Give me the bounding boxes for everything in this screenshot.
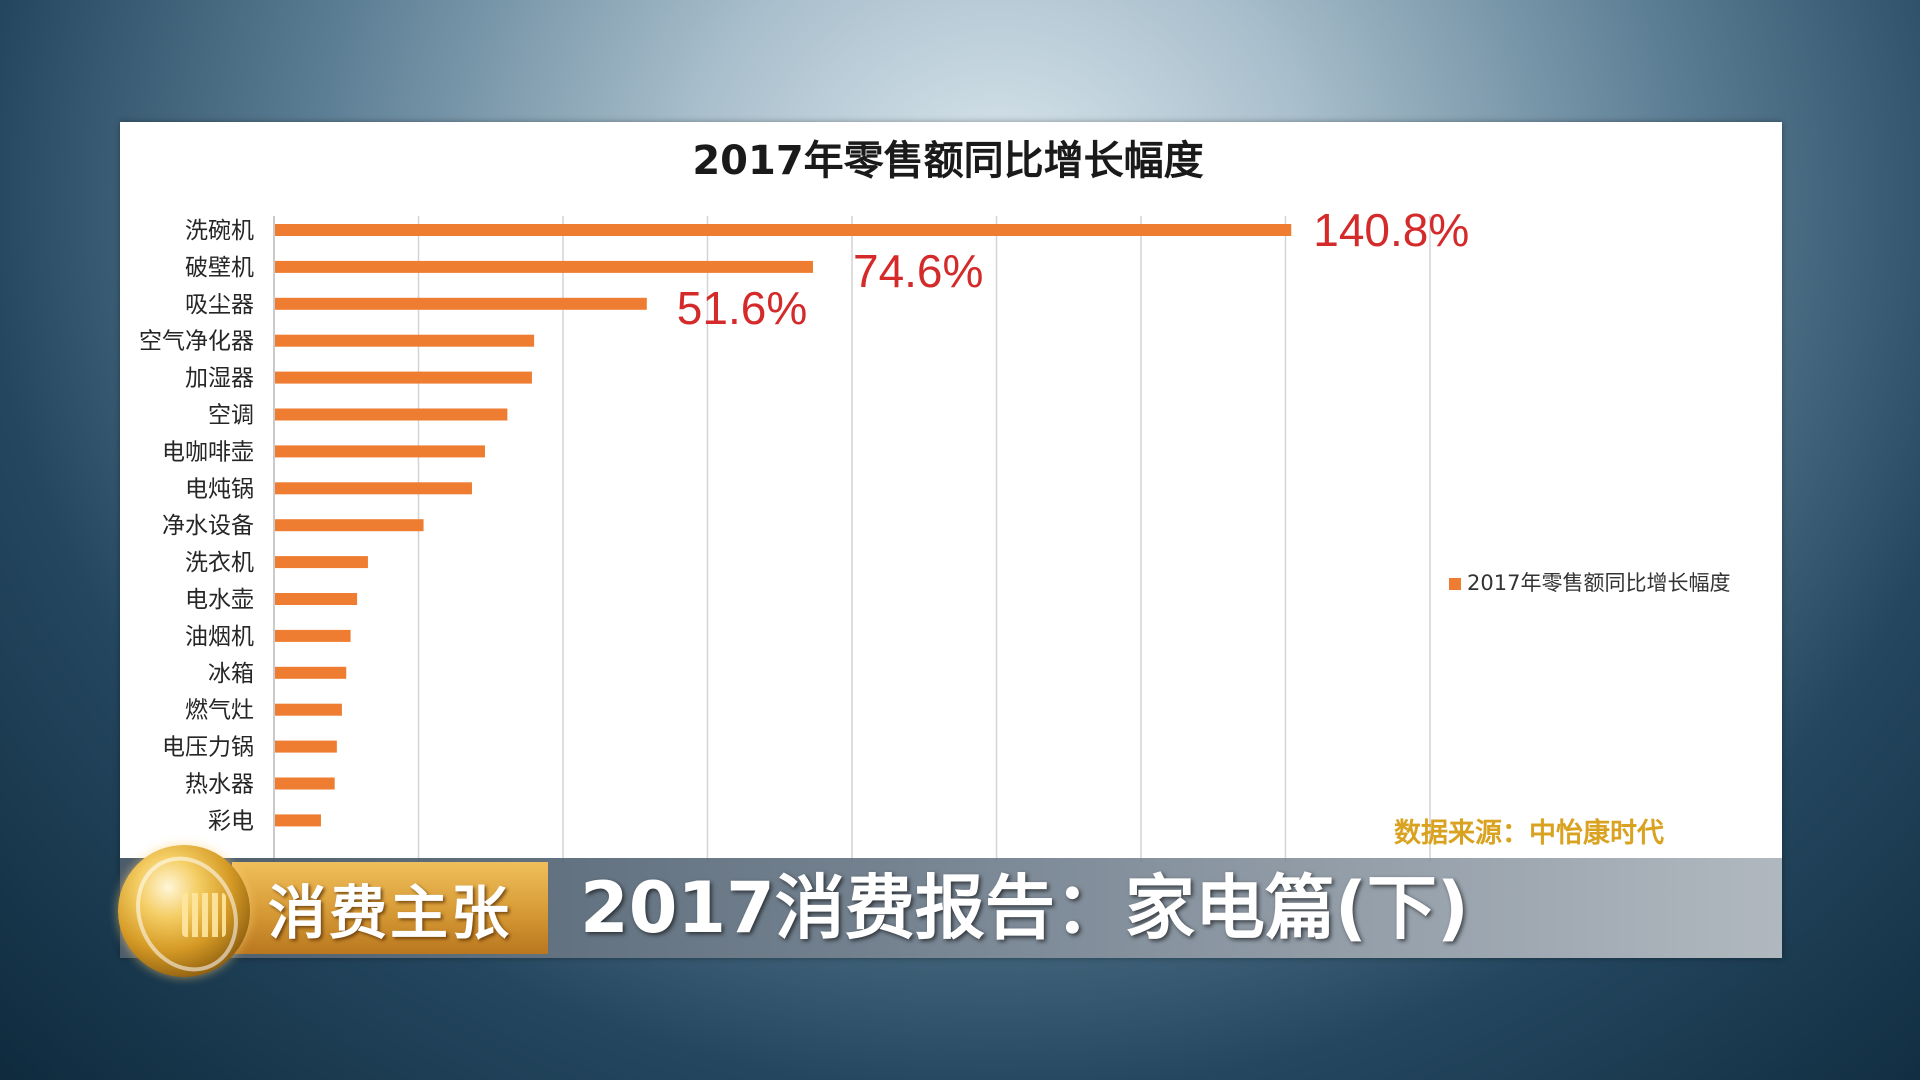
bar <box>275 814 321 827</box>
bar <box>275 482 472 495</box>
bar <box>275 260 813 273</box>
category-label: 电压力锅 <box>162 735 254 761</box>
category-label: 空气净化器 <box>139 329 254 355</box>
bar <box>275 556 368 569</box>
legend-label: 2017年零售额同比增长幅度 <box>1467 571 1730 595</box>
category-label: 热水器 <box>185 772 254 798</box>
bar <box>275 629 351 642</box>
bar <box>275 777 335 790</box>
chart-panel: 2017年零售额同比增长幅度 洗碗机破壁机吸尘器空气净化器加湿器空调电咖啡壶电炖… <box>120 122 1782 958</box>
category-label: 油烟机 <box>185 624 254 650</box>
category-label: 吸尘器 <box>185 292 254 318</box>
grid-lines <box>273 216 1431 862</box>
bars <box>275 224 1292 827</box>
category-label: 冰箱 <box>208 661 254 687</box>
program-name: 消费主张 <box>267 879 512 947</box>
category-label: 净水设备 <box>162 513 254 539</box>
bar <box>275 445 485 458</box>
bar <box>275 519 424 532</box>
category-label: 洗衣机 <box>185 550 254 576</box>
category-label: 加湿器 <box>185 366 254 392</box>
bar <box>275 224 1292 236</box>
category-label: 洗碗机 <box>185 218 254 244</box>
bar <box>275 666 347 679</box>
bar <box>275 297 647 310</box>
bar <box>275 740 337 753</box>
bar <box>275 593 358 605</box>
headline: 2017消费报告：家电篇(下) <box>580 867 1469 949</box>
category-label: 燃气灶 <box>185 698 254 724</box>
category-labels: 洗碗机破壁机吸尘器空气净化器加湿器空调电咖啡壶电炖锅净水设备洗衣机电水壶油烟机冰… <box>139 218 254 834</box>
globe-logo-icon <box>118 845 250 977</box>
category-label: 空调 <box>208 403 254 429</box>
category-label: 彩电 <box>208 808 254 834</box>
category-label: 电咖啡壶 <box>162 439 254 465</box>
bar <box>275 408 508 421</box>
legend: 2017年零售额同比增长幅度 <box>1449 571 1730 595</box>
bar-chart: 2017年零售额同比增长幅度 洗碗机破壁机吸尘器空气净化器加湿器空调电咖啡壶电炖… <box>139 138 1730 862</box>
bar <box>275 371 532 384</box>
data-labels: 140.8% 74.6% 51.6% <box>677 204 1469 334</box>
bar <box>275 703 342 716</box>
program-tag: 消费主张 <box>232 862 548 954</box>
category-label: 电炖锅 <box>185 476 254 502</box>
category-label: 电水壶 <box>185 587 254 613</box>
data-label: 51.6% <box>677 282 807 334</box>
data-source: 数据来源：中怡康时代 <box>1394 817 1664 849</box>
data-label: 140.8% <box>1313 204 1469 256</box>
bar <box>275 334 535 347</box>
data-label: 74.6% <box>853 245 983 297</box>
category-label: 破壁机 <box>185 255 254 281</box>
legend-swatch <box>1449 578 1461 590</box>
chart-title: 2017年零售额同比增长幅度 <box>692 138 1203 184</box>
